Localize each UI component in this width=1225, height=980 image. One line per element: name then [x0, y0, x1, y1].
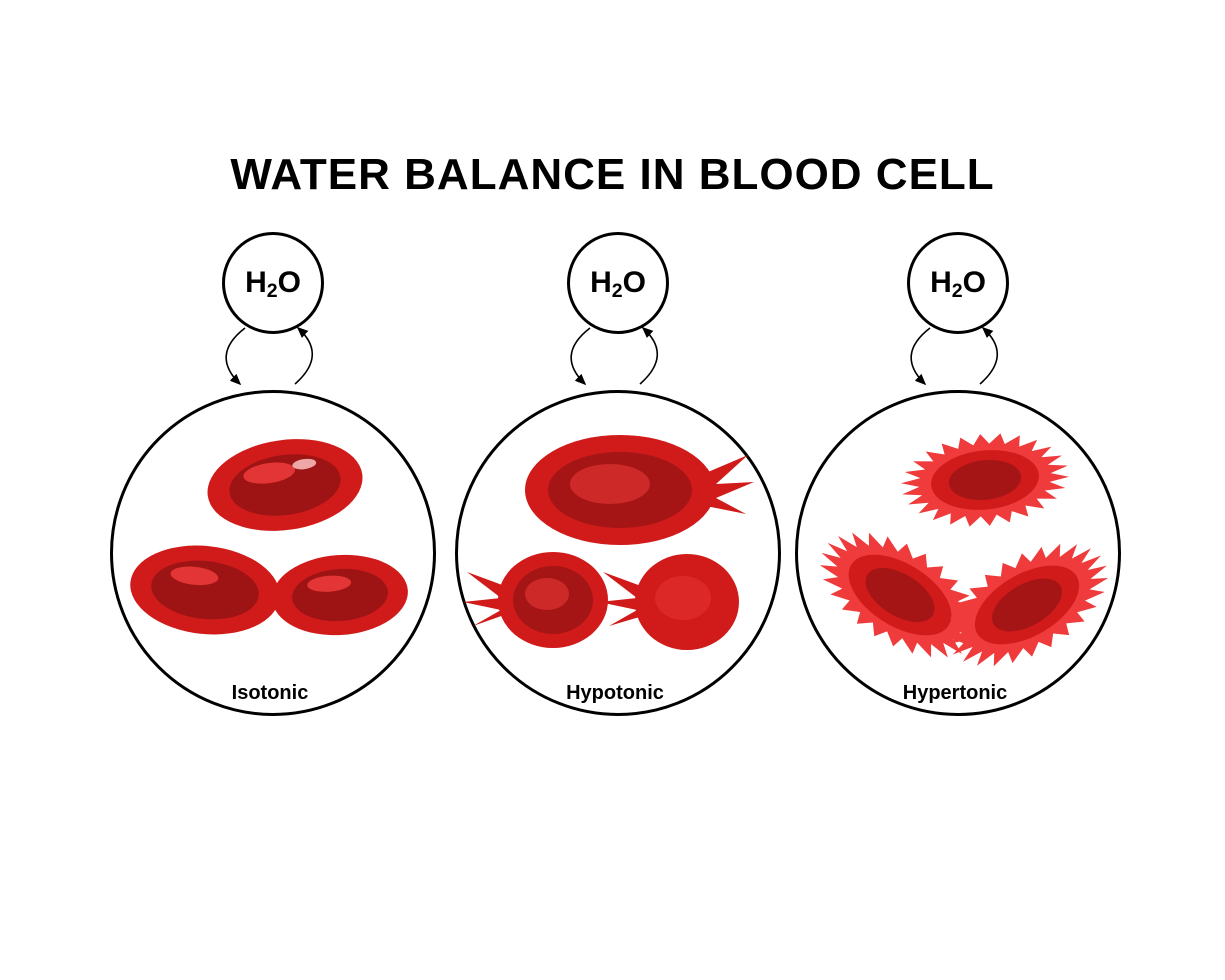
panel-label: Hypertonic	[775, 682, 1135, 705]
h2o-label: H2O	[245, 266, 301, 300]
exchange-arrows-icon	[895, 320, 1015, 400]
h2o-label: H2O	[930, 266, 986, 300]
panel-label: Isotonic	[90, 682, 450, 705]
panel-label: Hypotonic	[435, 682, 795, 705]
h2o-bubble: H2O	[907, 232, 1009, 334]
panel-hypotonic: H2O	[435, 230, 795, 750]
page-title: WATER BALANCE IN BLOOD CELL	[0, 150, 1225, 200]
h2o-bubble: H2O	[222, 232, 324, 334]
h2o-label: H2O	[590, 266, 646, 300]
exchange-arrows-icon	[555, 320, 675, 400]
diagram-stage: WATER BALANCE IN BLOOD CELL H2O	[0, 0, 1225, 980]
panel-isotonic: H2O	[90, 230, 450, 750]
h2o-bubble: H2O	[567, 232, 669, 334]
hypertonic-cells-icon	[795, 390, 1115, 710]
isotonic-cells-icon	[110, 390, 430, 710]
hypotonic-cells-icon	[455, 390, 775, 710]
panel-hypertonic: H2O Hypertonic	[775, 230, 1135, 750]
exchange-arrows-icon	[210, 320, 330, 400]
